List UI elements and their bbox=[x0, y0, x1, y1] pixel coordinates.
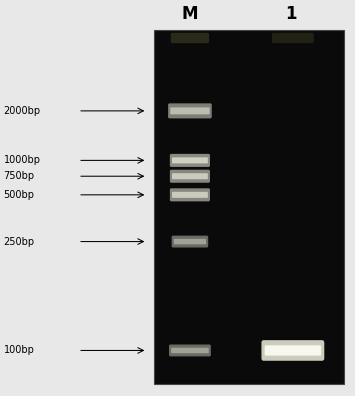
FancyBboxPatch shape bbox=[172, 236, 208, 248]
Text: 500bp: 500bp bbox=[4, 190, 34, 200]
FancyBboxPatch shape bbox=[172, 173, 208, 179]
FancyBboxPatch shape bbox=[154, 30, 344, 384]
FancyBboxPatch shape bbox=[171, 348, 209, 353]
FancyBboxPatch shape bbox=[272, 33, 314, 43]
Text: 100bp: 100bp bbox=[4, 345, 34, 356]
FancyBboxPatch shape bbox=[170, 154, 210, 167]
Text: 1000bp: 1000bp bbox=[4, 155, 40, 166]
FancyBboxPatch shape bbox=[169, 345, 211, 356]
Text: 250bp: 250bp bbox=[4, 236, 35, 247]
FancyBboxPatch shape bbox=[168, 103, 212, 118]
FancyBboxPatch shape bbox=[261, 340, 324, 361]
FancyBboxPatch shape bbox=[172, 157, 208, 164]
FancyBboxPatch shape bbox=[170, 107, 209, 114]
FancyBboxPatch shape bbox=[264, 345, 321, 356]
Text: 1: 1 bbox=[285, 5, 297, 23]
Text: 750bp: 750bp bbox=[4, 171, 35, 181]
FancyBboxPatch shape bbox=[172, 192, 208, 198]
FancyBboxPatch shape bbox=[171, 33, 209, 43]
FancyBboxPatch shape bbox=[170, 169, 210, 183]
Text: 2000bp: 2000bp bbox=[4, 106, 41, 116]
FancyBboxPatch shape bbox=[170, 188, 210, 201]
FancyBboxPatch shape bbox=[174, 239, 206, 244]
Text: M: M bbox=[182, 5, 198, 23]
